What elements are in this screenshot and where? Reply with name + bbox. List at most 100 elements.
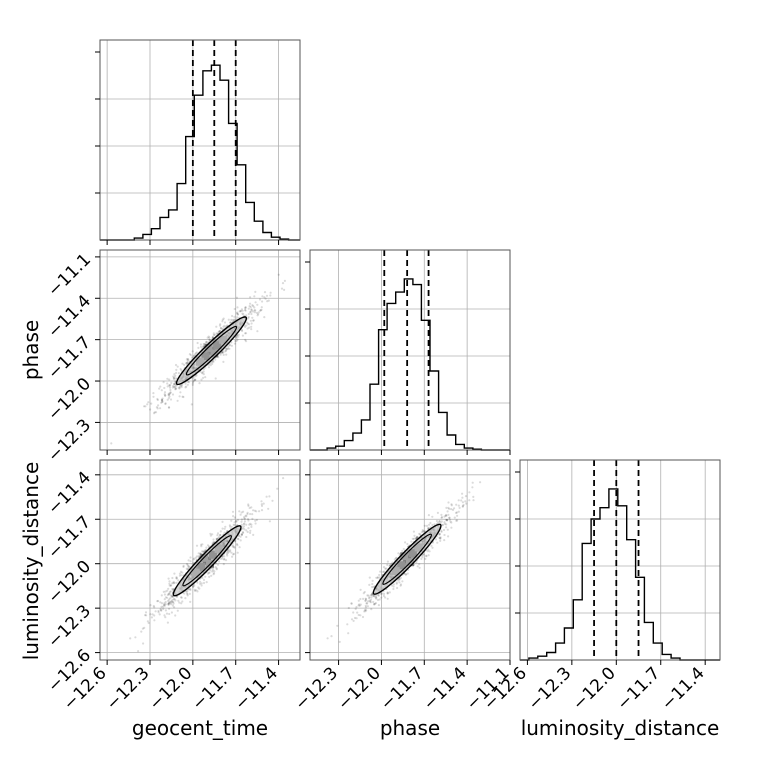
x-tick-label: −12.0 — [334, 663, 385, 714]
scatter-point — [439, 521, 442, 525]
scatter-point — [425, 524, 429, 528]
scatter-point — [265, 294, 269, 297]
scatter-point — [218, 560, 221, 563]
scatter-point — [202, 368, 205, 371]
scatter-point — [357, 613, 360, 617]
scatter-point — [369, 600, 372, 603]
histogram-luminosity_distance — [520, 488, 720, 661]
scatter-point — [166, 382, 169, 385]
scatter-point — [464, 495, 468, 498]
scatter-point — [178, 386, 181, 389]
scatter-point — [167, 406, 171, 409]
scatter-point — [162, 590, 165, 594]
scatter-point — [177, 579, 180, 582]
scatter-point — [257, 311, 260, 314]
scatter-point — [245, 515, 248, 518]
scatter-point — [164, 600, 167, 604]
scatter-point — [239, 513, 242, 516]
scatter-point — [212, 540, 215, 543]
scatter-point — [244, 517, 247, 520]
scatter-point — [235, 335, 238, 339]
scatter-point — [427, 526, 430, 530]
scatter-point — [134, 636, 137, 639]
scatter-point — [376, 576, 379, 579]
scatter-point — [150, 616, 153, 619]
y-axis-label-luminosity-distance: luminosity_distance — [19, 462, 43, 661]
scatter-point — [194, 352, 197, 355]
scatter-point — [178, 387, 181, 390]
scatter-point — [231, 510, 235, 513]
scatter-point — [231, 544, 234, 547]
scatter-point — [225, 553, 228, 556]
scatter-point — [411, 537, 414, 541]
scatter-point — [455, 519, 458, 522]
scatter-point — [158, 613, 161, 616]
scatter-point — [237, 538, 240, 541]
scatter-point — [376, 598, 380, 602]
scatter-point — [415, 535, 419, 539]
scatter-point — [447, 506, 450, 509]
scatter-point — [145, 614, 148, 617]
scatter-point — [197, 346, 200, 349]
scatter-point — [240, 533, 243, 536]
scatter-point — [252, 319, 255, 322]
scatter-point — [213, 333, 216, 336]
scatter-point — [362, 592, 365, 595]
scatter-point — [385, 567, 388, 570]
x-axis-label-phase: phase — [380, 716, 440, 740]
scatter-point — [174, 599, 177, 602]
scatter-point — [247, 503, 250, 506]
scatter-point — [238, 546, 241, 549]
scatter-point — [355, 617, 358, 620]
scatter-point — [199, 580, 202, 583]
scatter-point — [384, 596, 387, 599]
scatter-point — [250, 325, 253, 328]
scatter-point — [146, 403, 149, 406]
scatter-point — [443, 521, 446, 524]
scatter-point — [180, 596, 183, 599]
scatter-point — [186, 592, 189, 595]
scatter-point — [468, 491, 471, 494]
scatter-point — [253, 509, 256, 512]
scatter-point — [366, 600, 370, 603]
scatter-point — [250, 308, 253, 311]
panel-frame — [519, 459, 721, 661]
scatter-point — [204, 575, 207, 578]
scatter-point — [234, 339, 237, 343]
scatter-point — [185, 590, 188, 593]
scatter-point — [401, 549, 404, 553]
scatter-point — [472, 499, 475, 502]
scatter-point — [260, 308, 263, 311]
scatter-point — [161, 400, 164, 403]
scatter-point — [431, 546, 434, 549]
contour-outer — [175, 316, 248, 386]
scatter-point — [241, 329, 244, 333]
scatter-point — [401, 580, 404, 583]
scatter-point — [221, 520, 224, 524]
scatter-point — [232, 523, 235, 526]
scatter-point — [186, 594, 189, 597]
scatter-point — [250, 309, 253, 312]
scatter-point — [164, 603, 167, 606]
scatter-point — [350, 602, 353, 605]
scatter-point — [412, 530, 415, 533]
scatter-point — [168, 598, 171, 601]
scatter-point — [247, 519, 250, 522]
scatter-point — [427, 514, 430, 517]
scatter-point — [258, 510, 261, 513]
scatter-point — [238, 310, 241, 313]
scatter-point — [159, 407, 162, 410]
scatter-point — [185, 385, 188, 388]
scatter-point — [253, 309, 256, 312]
scatter-point — [186, 359, 189, 362]
scatter-point — [371, 582, 374, 586]
scatter-point — [427, 527, 430, 530]
scatter-point — [241, 531, 244, 534]
scatter-point — [156, 600, 159, 603]
scatter-point — [175, 387, 178, 390]
scatter-point — [207, 335, 210, 338]
scatter-point — [171, 599, 174, 602]
scatter-point — [440, 516, 444, 519]
scatter-point — [216, 563, 220, 566]
scatter-point — [172, 384, 175, 388]
